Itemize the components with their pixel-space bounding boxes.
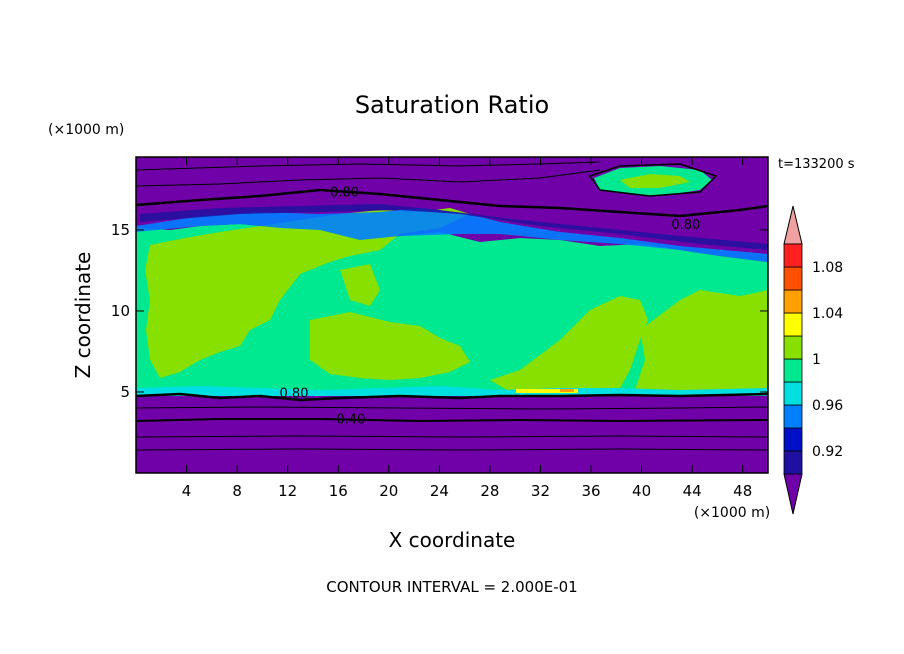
colorbar-box xyxy=(783,358,803,383)
x-tick-label: 20 xyxy=(379,482,398,500)
x-tick-label: 12 xyxy=(278,482,297,500)
colorbar-label: 1.04 xyxy=(812,306,843,322)
x-tick-label: 40 xyxy=(632,482,651,500)
x-tick-label: 32 xyxy=(531,482,550,500)
colorbar-label: 0.92 xyxy=(812,444,843,460)
contour-upper-2 xyxy=(136,169,601,187)
contour-field xyxy=(136,157,768,473)
contour-lower-2 xyxy=(136,406,768,410)
x-unit-label: (×1000 m) xyxy=(694,505,770,521)
contour-040 xyxy=(136,418,768,423)
upper-moist-core xyxy=(620,174,690,188)
colorbar-label: 1 xyxy=(812,352,821,368)
colorbar-box xyxy=(783,312,803,337)
contour-080-upper xyxy=(136,188,768,218)
colorbar-label: 0.96 xyxy=(812,398,843,414)
x-axis-ticks: 4 8 12 16 20 24 28 32 36 40 44 48 xyxy=(182,157,752,500)
colorbar-box xyxy=(783,427,803,452)
contour-label: 0.40 xyxy=(336,413,365,428)
colorbar: 1.08 1.04 1 0.96 0.92 xyxy=(783,205,843,515)
contour-080-lower xyxy=(136,392,768,402)
x-tick-label: 24 xyxy=(430,482,449,500)
colorbar-box xyxy=(783,266,803,291)
supersat-region-far-right xyxy=(635,290,768,392)
supersat-peak xyxy=(560,389,574,392)
colorbar-box xyxy=(783,404,803,429)
supersat-region-right xyxy=(490,296,648,392)
x-tick-label: 36 xyxy=(581,482,600,500)
upper-fringe-dark xyxy=(140,204,768,250)
supersat-region-left xyxy=(145,208,470,378)
y-tick-label: 10 xyxy=(111,302,130,320)
x-tick-label: 8 xyxy=(232,482,242,500)
colorbar-box xyxy=(783,289,803,314)
y-tick-label: 15 xyxy=(111,221,130,239)
x-tick-label: 16 xyxy=(329,482,348,500)
supersat-spot xyxy=(516,389,578,393)
lower-fringe xyxy=(136,386,768,396)
colorbar-box xyxy=(783,335,803,360)
contour-labels: 0.80 0.80 0.80 0.40 xyxy=(280,186,701,428)
supersat-region-mid2 xyxy=(310,312,470,380)
x-axis-label: X coordinate xyxy=(389,528,516,552)
plot-frame xyxy=(135,156,769,474)
y-unit-label: (×1000 m) xyxy=(48,122,124,138)
colorbar-box xyxy=(783,450,803,475)
contour-interval-footer: CONTOUR INTERVAL = 2.000E-01 xyxy=(326,578,577,596)
x-tick-label: 48 xyxy=(733,482,752,500)
contour-label: 0.80 xyxy=(671,218,700,233)
colorbar-box xyxy=(783,381,803,406)
colorbar-top-arrow xyxy=(783,205,803,245)
x-tick-label: 28 xyxy=(480,482,499,500)
y-axis-ticks: 5 10 15 xyxy=(111,221,768,401)
colorbar-label: 1.08 xyxy=(812,260,843,276)
supersat-region-mid xyxy=(340,264,380,306)
contour-upper-3 xyxy=(136,161,601,171)
y-axis-label: Z coordinate xyxy=(71,252,95,379)
x-tick-label: 44 xyxy=(683,482,702,500)
contour-lines xyxy=(136,161,768,451)
chart-title: Saturation Ratio xyxy=(355,91,549,119)
y-tick-label: 5 xyxy=(120,383,130,401)
contour-label: 0.80 xyxy=(280,387,309,402)
colorbar-bottom-arrow xyxy=(783,473,803,515)
contour-upper-patch xyxy=(588,163,718,197)
time-label: t=133200 s xyxy=(778,157,855,172)
contour-lower-4 xyxy=(136,448,768,451)
upper-fringe xyxy=(136,208,768,262)
x-tick-label: 4 xyxy=(182,482,192,500)
colorbar-box xyxy=(783,243,803,268)
contour-lower-3 xyxy=(136,435,768,438)
contour-label: 0.80 xyxy=(330,186,359,201)
